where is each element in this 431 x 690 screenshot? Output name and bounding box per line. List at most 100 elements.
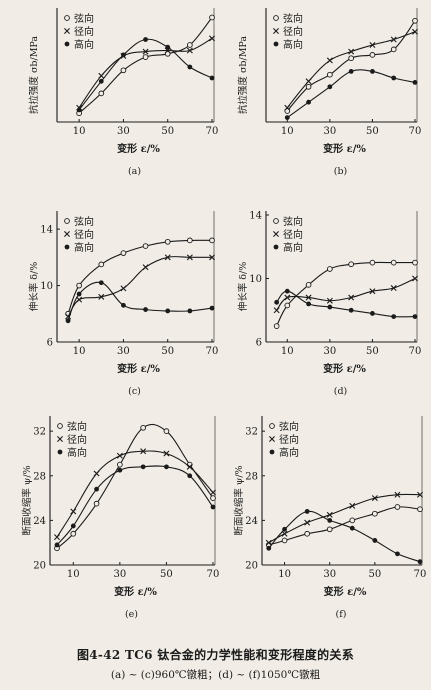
legend-marker <box>64 28 70 34</box>
legend-label: 径向 <box>279 433 299 446</box>
data-point <box>93 470 100 477</box>
data-point <box>53 534 60 541</box>
data-point <box>187 42 193 48</box>
data-point <box>372 538 378 543</box>
x-tick-label: 70 <box>409 346 422 357</box>
data-point <box>209 305 215 311</box>
data-point <box>209 75 215 81</box>
data-point <box>281 530 288 537</box>
x-tick-label: 10 <box>73 346 86 357</box>
data-point <box>209 237 215 244</box>
data-point <box>417 559 423 565</box>
data-point <box>412 80 418 85</box>
legend-label: 高向 <box>283 38 303 51</box>
data-point <box>282 526 287 532</box>
panel-label: (a) <box>128 166 141 177</box>
data-point <box>369 259 376 266</box>
y-axis-label: 伸长率 δ/% <box>237 262 249 311</box>
legend-label: 弦向 <box>279 420 299 433</box>
data-point <box>164 254 171 261</box>
data-point <box>164 464 169 470</box>
legend-marker <box>57 436 63 442</box>
legend-label: 弦向 <box>283 12 303 25</box>
data-point <box>412 17 418 24</box>
x-tick-label: 30 <box>323 126 336 137</box>
x-tick-label: 30 <box>323 346 336 357</box>
data-point <box>209 14 215 21</box>
legend-marker <box>273 41 279 47</box>
y-tick-label: 10 <box>40 281 53 292</box>
data-point <box>76 282 82 289</box>
y-tick-label: 24 <box>245 516 258 527</box>
legend-marker <box>269 436 275 442</box>
y-tick-label: 20 <box>245 561 258 572</box>
legend-label: 高向 <box>279 446 299 459</box>
legend-label: 弦向 <box>74 12 94 25</box>
y-tick-label: 32 <box>245 427 258 438</box>
data-point <box>187 473 193 479</box>
data-point <box>304 509 310 514</box>
data-point <box>327 304 333 310</box>
legend-marker <box>64 231 70 237</box>
data-point <box>417 491 423 498</box>
x-axis-label: 变形 ε/% <box>324 585 367 598</box>
data-point <box>306 99 311 105</box>
x-tick-label: 70 <box>414 569 427 580</box>
legend-label: 径向 <box>74 228 94 241</box>
panel-label: (c) <box>128 386 141 397</box>
series-line-3 <box>56 465 214 546</box>
legend-marker <box>273 231 279 237</box>
data-point <box>121 302 126 308</box>
data-point <box>98 90 105 97</box>
data-point <box>417 506 423 513</box>
x-tick-label: 70 <box>206 126 219 137</box>
data-point <box>187 308 193 314</box>
y-tick-label: 10 <box>249 274 262 285</box>
y-tick-label: 14 <box>249 211 262 222</box>
data-point <box>266 545 272 551</box>
data-point <box>327 266 333 272</box>
data-point <box>143 307 148 312</box>
data-point <box>140 448 147 455</box>
data-point <box>369 52 376 58</box>
data-point <box>70 523 76 529</box>
data-point <box>186 254 193 261</box>
x-axis-label: 变形 ε/% <box>117 142 160 155</box>
y-axis-label: 抗拉强度 σb/MPa <box>237 36 249 114</box>
data-point <box>348 261 354 268</box>
data-point <box>349 517 356 524</box>
x-tick-label: 10 <box>73 126 86 137</box>
legend-marker <box>57 423 63 429</box>
data-point <box>348 48 355 55</box>
legend-marker <box>64 41 70 47</box>
data-point <box>120 67 127 74</box>
data-point <box>284 104 291 111</box>
data-point <box>120 250 127 256</box>
data-point <box>304 519 311 526</box>
data-point <box>94 486 99 492</box>
data-point <box>187 64 193 70</box>
x-tick-label: 50 <box>161 346 174 357</box>
legend-label: 高向 <box>67 446 87 459</box>
data-point <box>372 510 378 517</box>
x-tick-label: 50 <box>368 569 381 580</box>
data-point <box>305 83 312 90</box>
figure-subcaption: (a) ~ (c)960℃镦粗；(d) ~ (f)1050℃镦粗 <box>110 669 321 681</box>
panel-label: (e) <box>125 609 138 620</box>
data-point <box>305 282 312 288</box>
data-point <box>98 78 104 84</box>
data-point <box>391 75 397 81</box>
data-point <box>390 36 397 43</box>
data-point <box>120 285 127 292</box>
data-point <box>142 54 149 60</box>
legend-marker <box>57 449 63 455</box>
series-line-1 <box>78 17 213 114</box>
data-point <box>210 495 216 501</box>
data-point <box>412 28 418 35</box>
data-point <box>284 108 291 114</box>
data-point <box>121 52 126 58</box>
legend-marker <box>64 218 70 224</box>
